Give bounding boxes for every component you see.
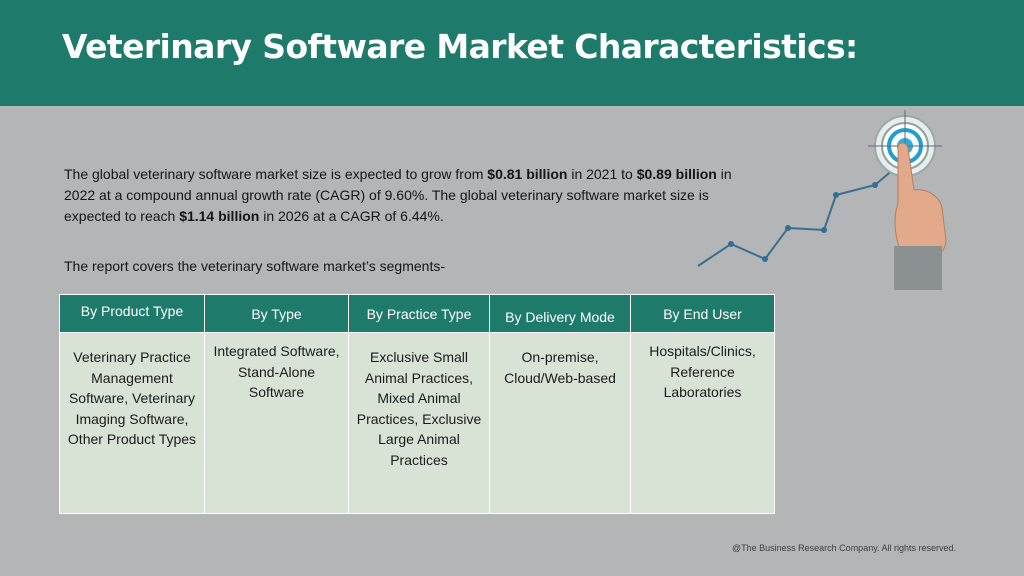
col-header-delivery-mode: By Delivery Mode bbox=[489, 294, 631, 333]
cell-delivery-mode: On-premise, Cloud/Web-based bbox=[489, 332, 631, 514]
growth-line-icon bbox=[697, 155, 907, 267]
page-title: Veterinary Software Market Characteristi… bbox=[62, 27, 858, 66]
value-2022: $0.89 billion bbox=[636, 166, 717, 182]
cell-end-user: Hospitals/Clinics, Reference Laboratorie… bbox=[630, 332, 775, 514]
table-row: Veterinary Practice Management Software,… bbox=[59, 332, 775, 514]
growth-target-graphic bbox=[697, 110, 947, 290]
copyright-footer: @The Business Research Company. All righ… bbox=[732, 543, 957, 553]
value-2026: $1.14 billion bbox=[179, 208, 260, 224]
col-header-product-type: By Product Type bbox=[59, 294, 205, 333]
intro-text-3: in 2022 at a compound annual growth rate… bbox=[64, 166, 732, 224]
intro-paragraph: The global veterinary software market si… bbox=[64, 164, 744, 227]
col-header-practice-type: By Practice Type bbox=[348, 294, 490, 333]
value-2021: $0.81 billion bbox=[487, 166, 568, 182]
cell-practice-type: Exclusive Small Animal Practices, Mixed … bbox=[348, 332, 490, 514]
intro-text-2: in 2021 to bbox=[567, 166, 637, 182]
col-header-type: By Type bbox=[204, 294, 349, 333]
segments-table: By Product Type By Type By Practice Type… bbox=[59, 294, 775, 514]
intro-text-1: The global veterinary software market si… bbox=[64, 166, 488, 182]
cell-type: Integrated Software, Stand-Alone Softwar… bbox=[204, 332, 349, 514]
intro-text-4: in 2026 at a CAGR of 6.44%. bbox=[259, 208, 444, 224]
segments-intro: The report covers the veterinary softwar… bbox=[64, 258, 446, 274]
col-header-end-user: By End User bbox=[630, 294, 775, 333]
table-header-row: By Product Type By Type By Practice Type… bbox=[59, 294, 775, 333]
pointing-hand-icon bbox=[894, 142, 947, 290]
cell-product-type: Veterinary Practice Management Software,… bbox=[59, 332, 205, 514]
header-band: Veterinary Software Market Characteristi… bbox=[0, 0, 1024, 106]
